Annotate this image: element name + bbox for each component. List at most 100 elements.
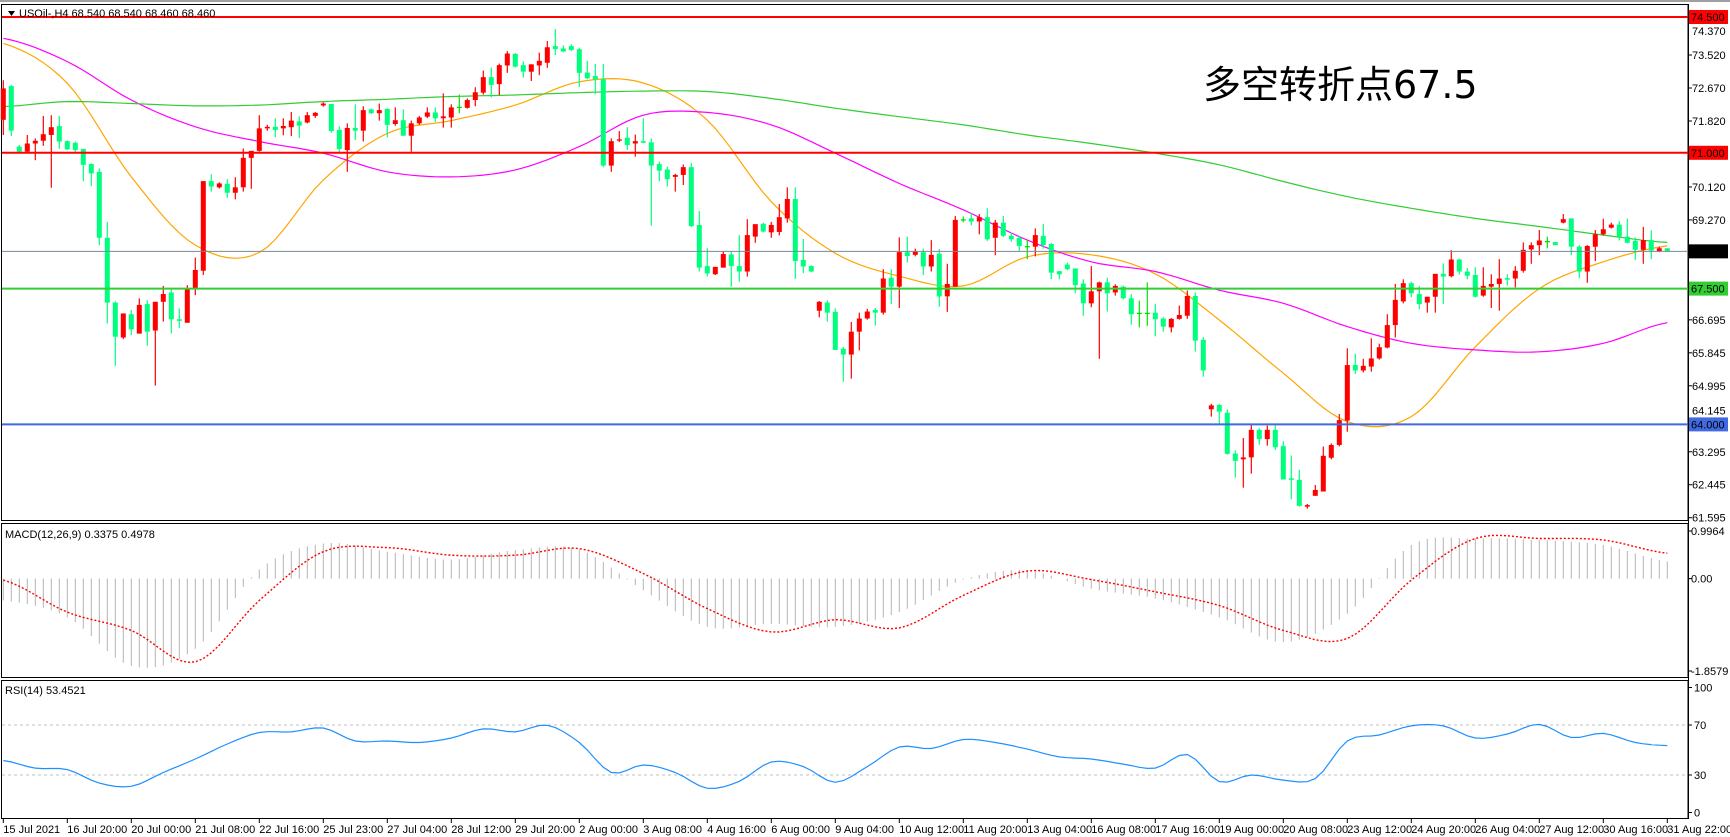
time-axis-label: 2 Aug 00:00 [579,824,638,836]
candle [1176,305,1182,320]
candle [1512,266,1518,288]
time-axis-label: 26 Aug 04:00 [1475,824,1540,836]
candle [640,118,646,144]
candle [1256,428,1262,445]
bid-price-box [1689,244,1728,259]
candle-body [112,302,118,337]
candle-body [1216,405,1222,412]
candle [1320,446,1326,492]
candle [480,70,486,95]
candle [160,285,166,322]
candle-body [1264,429,1270,440]
price-tick-label: 62.445 [1692,480,1726,492]
candle [224,179,230,198]
candle-body [336,129,342,149]
candle-body [1456,259,1462,272]
candle-body [1616,224,1622,237]
time-axis-label: 4 Aug 16:00 [707,824,766,836]
candle-body [1088,291,1094,304]
candle-body [784,198,790,219]
time-axis-label: 13 Aug 04:00 [1027,824,1092,836]
candle-body [24,143,30,152]
candle-body [1536,240,1542,246]
candle-body [1648,240,1654,251]
candle-body [1032,235,1038,247]
candle [136,298,142,334]
candle [1472,267,1478,298]
price-tick-label: 63.295 [1692,447,1726,459]
candle [1384,314,1390,349]
time-axis-label: 21 Jul 08:00 [195,824,255,836]
symbol-dropdown-icon[interactable] [8,11,15,16]
candle-body [1224,412,1230,454]
time-axis-label: 24 Aug 20:00 [1411,824,1476,836]
candle [696,211,702,272]
candle-body [432,112,438,119]
candle-body [1240,457,1246,460]
candle-body [216,183,222,188]
candle-body [1160,318,1166,327]
candle-body [256,128,262,151]
macd-label: MACD(12,26,9) 0.3375 0.4978 [5,529,155,541]
candle [1432,273,1438,313]
candle [1616,221,1622,241]
price-tick-label: 65.845 [1692,348,1726,360]
candle [976,214,982,235]
candle-body [1320,455,1326,492]
candle-body [1600,229,1606,235]
candle [216,182,222,189]
rsi-label: RSI(14) 53.4521 [5,685,86,697]
candle-body [1208,405,1214,410]
candle-body [0,88,6,120]
candle [1368,338,1374,372]
candle [664,166,670,187]
candle [1184,290,1190,319]
candle [440,93,446,128]
candle [1208,403,1214,417]
candle-body [224,183,230,193]
candle [1376,343,1382,360]
level-price-label: 67.500 [1691,284,1725,296]
candle-body [392,120,398,125]
level-price-box [1689,145,1728,160]
candle [400,109,406,136]
candle-body [80,148,86,165]
candle-body [344,127,350,151]
candle-body [248,150,254,158]
ma-slow-line [3,90,1668,243]
candle-body [552,46,558,50]
time-axis-label: 25 Jul 23:00 [323,824,383,836]
candle [360,106,366,142]
candle-body [8,86,14,131]
rsi-axis-label: 30 [1694,770,1706,782]
candle [728,250,734,287]
candle [752,224,758,243]
candle-body [800,259,806,267]
candle [1624,218,1630,244]
candle [432,107,438,123]
candle-body [912,251,918,255]
candle-body [832,311,838,350]
candle [1032,228,1038,257]
candle [464,98,470,109]
candle-body [1272,429,1278,448]
annotation-text: 多空转折点67.5 [1203,63,1478,107]
candle [256,115,262,152]
time-axis-label: 27 Jul 04:00 [387,824,447,836]
candle [1048,242,1054,280]
candle [920,248,926,276]
candle-body [1392,299,1398,326]
candle [1640,226,1646,264]
time-axis-label: 30 Aug 16:00 [1603,824,1668,836]
candle [608,138,614,172]
price-tick-label: 71.820 [1692,116,1726,128]
candle [376,103,382,121]
candle [552,29,558,56]
candle-body [176,319,182,321]
candle-body [560,48,566,52]
time-axis-label: 16 Aug 08:00 [1091,824,1156,836]
candle-body [1072,268,1078,286]
candle [544,41,550,68]
candle [1592,230,1598,262]
